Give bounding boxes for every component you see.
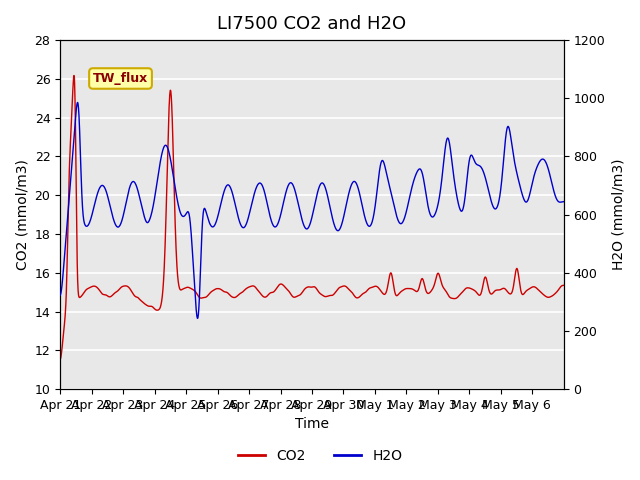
Y-axis label: H2O (mmol/m3): H2O (mmol/m3) bbox=[611, 159, 625, 270]
X-axis label: Time: Time bbox=[295, 418, 329, 432]
Title: LI7500 CO2 and H2O: LI7500 CO2 and H2O bbox=[218, 15, 406, 33]
Legend: CO2, H2O: CO2, H2O bbox=[232, 443, 408, 468]
Text: TW_flux: TW_flux bbox=[93, 72, 148, 85]
Y-axis label: CO2 (mmol/m3): CO2 (mmol/m3) bbox=[15, 159, 29, 270]
